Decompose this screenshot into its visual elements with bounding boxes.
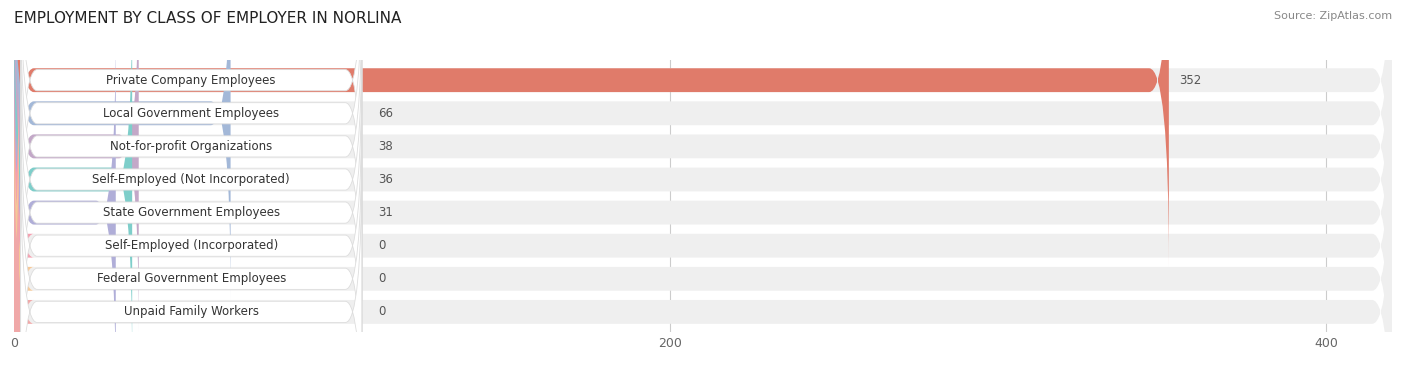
FancyBboxPatch shape — [21, 0, 361, 268]
FancyBboxPatch shape — [0, 92, 34, 377]
FancyBboxPatch shape — [0, 59, 34, 377]
FancyBboxPatch shape — [21, 0, 361, 235]
Text: Unpaid Family Workers: Unpaid Family Workers — [124, 305, 259, 319]
Text: Federal Government Employees: Federal Government Employees — [97, 272, 285, 285]
FancyBboxPatch shape — [14, 125, 1392, 377]
Text: Private Company Employees: Private Company Employees — [107, 74, 276, 87]
FancyBboxPatch shape — [21, 124, 361, 377]
FancyBboxPatch shape — [14, 0, 1168, 267]
Text: EMPLOYMENT BY CLASS OF EMPLOYER IN NORLINA: EMPLOYMENT BY CLASS OF EMPLOYER IN NORLI… — [14, 11, 402, 26]
FancyBboxPatch shape — [21, 0, 361, 301]
FancyBboxPatch shape — [14, 0, 1392, 300]
Text: 0: 0 — [378, 305, 385, 319]
Text: 352: 352 — [1178, 74, 1201, 87]
Text: Local Government Employees: Local Government Employees — [103, 107, 280, 120]
Text: Not-for-profit Organizations: Not-for-profit Organizations — [110, 140, 273, 153]
FancyBboxPatch shape — [14, 0, 1392, 333]
FancyBboxPatch shape — [14, 26, 115, 377]
FancyBboxPatch shape — [14, 0, 231, 300]
Text: 36: 36 — [378, 173, 394, 186]
Text: 38: 38 — [378, 140, 392, 153]
FancyBboxPatch shape — [14, 0, 1392, 366]
Text: Source: ZipAtlas.com: Source: ZipAtlas.com — [1274, 11, 1392, 21]
FancyBboxPatch shape — [0, 125, 34, 377]
Text: Self-Employed (Incorporated): Self-Employed (Incorporated) — [104, 239, 278, 252]
FancyBboxPatch shape — [14, 92, 1392, 377]
Text: 31: 31 — [378, 206, 394, 219]
Text: 0: 0 — [378, 272, 385, 285]
Text: Self-Employed (Not Incorporated): Self-Employed (Not Incorporated) — [93, 173, 290, 186]
FancyBboxPatch shape — [14, 0, 139, 333]
FancyBboxPatch shape — [14, 0, 132, 366]
FancyBboxPatch shape — [14, 0, 1392, 267]
FancyBboxPatch shape — [21, 58, 361, 368]
Text: State Government Employees: State Government Employees — [103, 206, 280, 219]
FancyBboxPatch shape — [21, 157, 361, 377]
FancyBboxPatch shape — [14, 26, 1392, 377]
FancyBboxPatch shape — [14, 59, 1392, 377]
Text: 66: 66 — [378, 107, 394, 120]
FancyBboxPatch shape — [21, 25, 361, 334]
FancyBboxPatch shape — [21, 91, 361, 377]
Text: 0: 0 — [378, 239, 385, 252]
